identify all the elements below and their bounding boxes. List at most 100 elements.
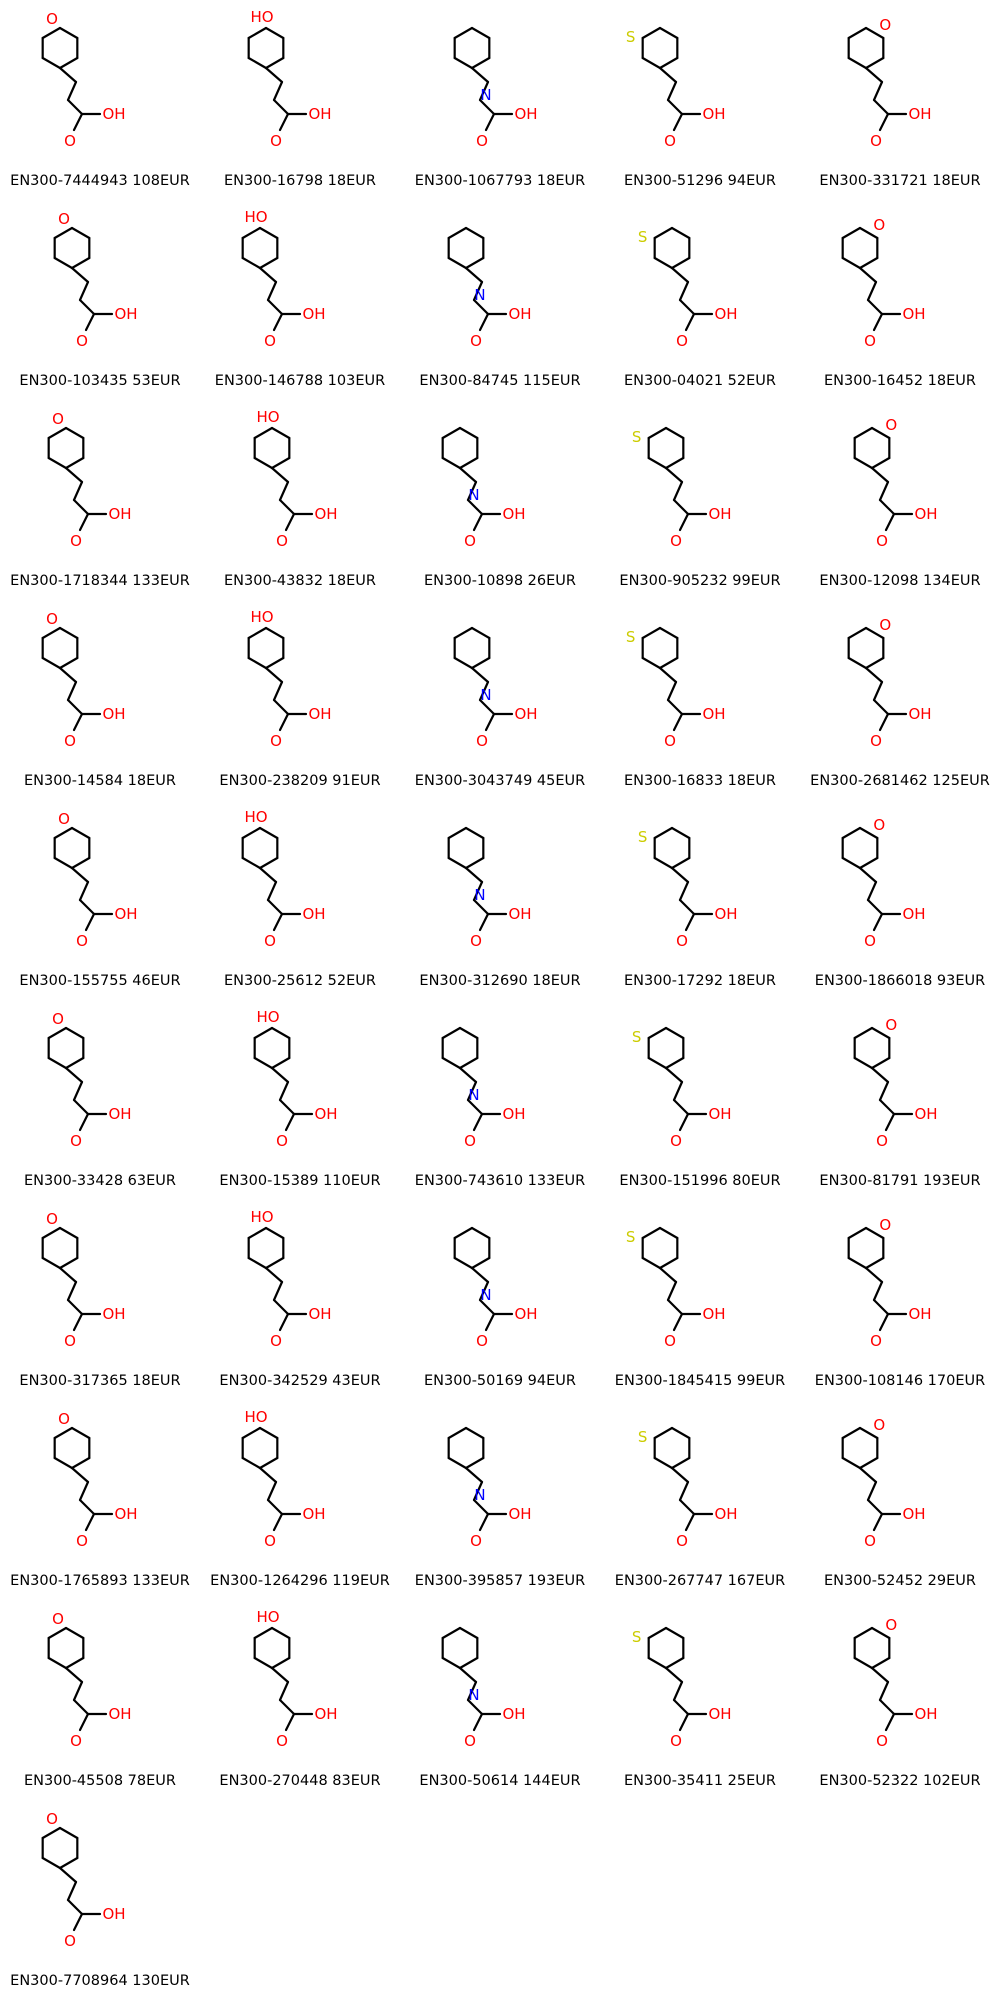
bond-line [666, 680, 678, 702]
compound-label: EN300-155755 46EUR [19, 973, 181, 989]
bond-line [66, 1298, 84, 1316]
compound-label: EN300-1718344 133EUR [10, 573, 190, 589]
bond-line [241, 856, 262, 870]
bond-line [841, 856, 862, 870]
atom-label: O [58, 810, 70, 828]
atom-label: O [879, 1216, 891, 1234]
atom-label: OH [314, 505, 337, 523]
bond-line [72, 498, 90, 516]
bond-line [858, 826, 879, 840]
atom-label: OH [902, 905, 925, 923]
bond-line [864, 656, 885, 670]
bond-line [258, 856, 279, 870]
structure-drawing: OH O S [638, 826, 738, 950]
atom-label: OH [908, 705, 931, 723]
bond-line [272, 80, 284, 102]
atom-label: OH [508, 305, 531, 323]
bond-line [664, 456, 685, 470]
compound-card: OH O O EN300-317365 18EUR [0, 1200, 200, 1400]
bond-line [670, 256, 691, 270]
compound-card: OH O HO EN300-146788 103EUR [200, 200, 400, 400]
atom-label: OH [308, 705, 331, 723]
bond-line [470, 666, 490, 684]
compound-label: EN300-43832 18EUR [224, 573, 376, 589]
bond-line [672, 712, 684, 732]
bond-line [672, 1080, 684, 1102]
bond-line [78, 1480, 90, 1502]
bond-line [53, 1426, 74, 1440]
bond-line [684, 312, 696, 332]
bond-line [266, 880, 278, 902]
bond-line [41, 26, 62, 40]
bond-line [641, 626, 662, 640]
bond-line [70, 1466, 90, 1484]
bond-line [466, 1698, 484, 1716]
bond-line [864, 56, 885, 70]
bond-line [66, 98, 84, 116]
atom-label: O [64, 732, 76, 750]
atom-label: N [474, 1486, 485, 1504]
atom-label: S [638, 228, 648, 246]
structure-drawing: OH O O [841, 816, 926, 950]
compound-card: OH O N EN300-395857 193EUR [400, 1400, 600, 1600]
atom-label: O [670, 1132, 682, 1150]
atom-label: OH [508, 905, 531, 923]
structure-drawing: OH O N [447, 826, 532, 950]
atom-label: OH [314, 1705, 337, 1723]
bond-line [272, 1280, 284, 1302]
compound-label: EN300-52322 102EUR [819, 1773, 981, 1789]
bond-line [64, 1626, 85, 1640]
bond-line [266, 1480, 278, 1502]
bond-line [41, 1856, 62, 1870]
structure-drawing: OH O HO [253, 1608, 338, 1750]
bond-line [678, 298, 696, 316]
atom-label: N [468, 486, 479, 504]
bond-line [278, 1698, 296, 1716]
bond-line [78, 1112, 90, 1132]
bond-line [878, 480, 890, 502]
bond-line [884, 1712, 896, 1732]
bond-line [470, 626, 491, 640]
compound-label: EN300-1845415 99EUR [614, 1373, 786, 1389]
bond-line [458, 1626, 479, 1640]
atom-label: OH [708, 1705, 731, 1723]
structure-drawing: OH O N [447, 1426, 532, 1550]
atom-label: O [58, 1410, 70, 1428]
bond-line [47, 1026, 68, 1040]
bond-line [58, 1226, 79, 1240]
bond-line [858, 266, 878, 284]
bond-line [272, 98, 290, 116]
compound-card: OH O S EN300-17292 18EUR [600, 800, 800, 1000]
bond-line [472, 298, 490, 316]
compound-card: OH O O EN300-45508 78EUR [0, 1600, 200, 1800]
bond-line [241, 1426, 262, 1440]
compound-card: OH O O EN300-16452 18EUR [800, 200, 1000, 400]
compound-label: EN300-146788 103EUR [214, 373, 386, 389]
atom-label: OH [514, 705, 537, 723]
atom-label: N [480, 1286, 491, 1304]
bond-line [870, 1056, 891, 1070]
bond-line [466, 1080, 478, 1102]
bond-line [284, 1712, 296, 1732]
bond-line [270, 1066, 290, 1084]
bond-line [470, 66, 490, 84]
compound-card: OH O S EN300-267747 167EUR [600, 1400, 800, 1600]
bond-line [464, 826, 485, 840]
bond-line [253, 1056, 274, 1070]
bond-line [253, 1626, 274, 1640]
compound-label: EN300-317365 18EUR [19, 1373, 181, 1389]
bond-line [78, 1498, 96, 1516]
bond-line [853, 1026, 874, 1040]
bond-line [664, 426, 685, 440]
atom-label: O [876, 1132, 888, 1150]
structure-drawing: OH O N [453, 1226, 538, 1350]
atom-label: HO [244, 1408, 267, 1426]
compound-label: EN300-1264296 119EUR [210, 1573, 390, 1589]
bond-line [853, 1656, 874, 1670]
compound-card: OH O O EN300-52322 102EUR [800, 1600, 1000, 1800]
bond-line [264, 56, 285, 70]
bond-line [884, 512, 896, 532]
bond-line [870, 1066, 890, 1084]
atom-label: OH [308, 105, 331, 123]
bond-line [72, 1098, 90, 1116]
